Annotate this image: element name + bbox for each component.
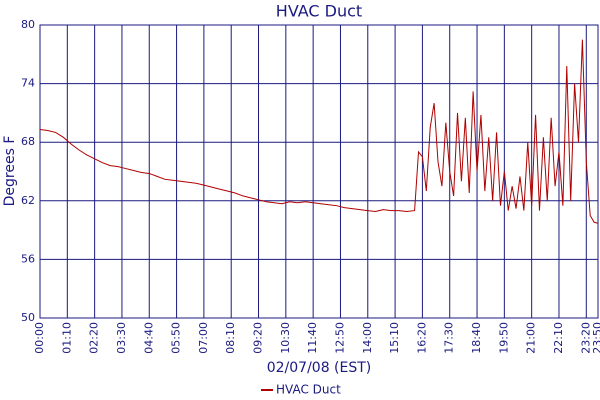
x-tick-label: 17:30 — [443, 322, 456, 354]
x-tick-label: 11:40 — [306, 322, 319, 354]
data-line — [39, 39, 599, 224]
x-tick-label: 04:40 — [142, 322, 155, 354]
x-tick-label: 00:00 — [33, 322, 46, 354]
x-tick-label: 21:00 — [525, 322, 538, 354]
legend-label: HVAC Duct — [276, 383, 341, 397]
x-axis-label: 02/07/08 (EST) — [267, 360, 372, 376]
x-tick-label: 18:40 — [470, 322, 483, 354]
x-tick-label: 14:00 — [361, 322, 374, 354]
x-tick-label: 23:20 — [579, 322, 592, 354]
x-tick-label: 07:00 — [197, 322, 210, 354]
x-tick-label: 16:20 — [415, 322, 428, 354]
chart-title: HVAC Duct — [276, 2, 362, 21]
x-tick-label: 02:20 — [88, 322, 101, 354]
y-tick-label: 56 — [21, 252, 35, 265]
y-tick-label: 68 — [21, 135, 35, 148]
x-tick-label: 09:20 — [252, 322, 265, 354]
x-tick-label: 23:50 — [591, 322, 600, 354]
y-tick-label: 80 — [21, 18, 35, 31]
x-tick-label: 15:10 — [388, 322, 401, 354]
x-tick-label: 03:30 — [115, 322, 128, 354]
x-tick-label: 08:10 — [224, 322, 237, 354]
x-tick-label: 01:10 — [60, 322, 73, 354]
y-tick-label: 74 — [21, 77, 35, 90]
x-tick-label: 19:50 — [497, 322, 510, 354]
x-tick-label: 22:10 — [552, 322, 565, 354]
y-axis-label: Degrees F — [2, 136, 18, 207]
x-tick-label: 05:50 — [170, 322, 183, 354]
x-tick-label: 12:50 — [333, 322, 346, 354]
y-tick-label: 62 — [21, 194, 35, 207]
x-tick-label: 10:30 — [279, 322, 292, 354]
y-tick-label: 50 — [21, 311, 35, 324]
